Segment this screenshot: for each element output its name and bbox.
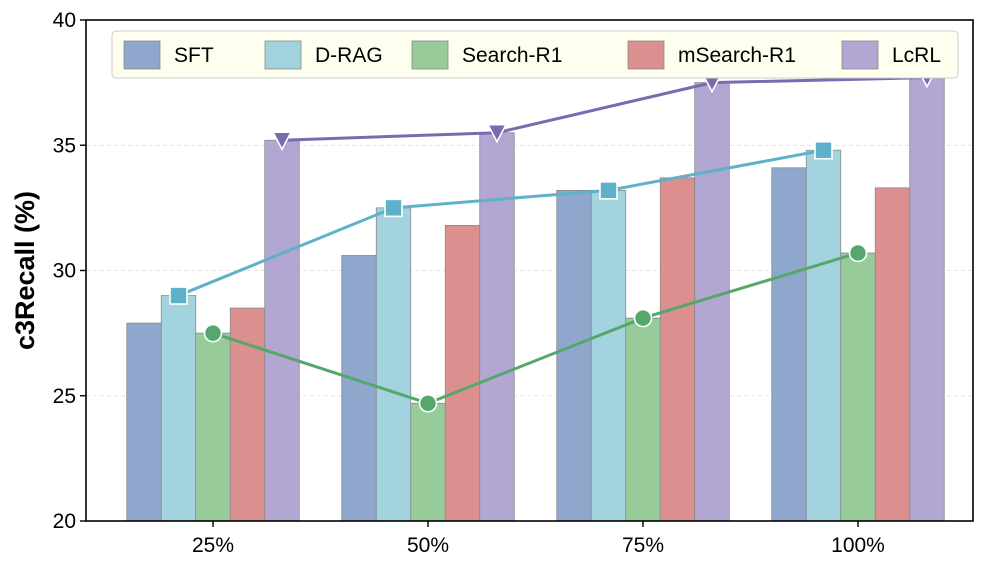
marker-search-r1-25pct [203,323,223,343]
bar-lcrl-25pct [264,139,300,522]
legend-swatch-msearch-r1 [627,40,665,70]
marker-search-r1-100pct [848,243,868,263]
legend-label-d-rag: D-RAG [315,44,383,67]
line-layer [169,68,938,413]
y-tick-label: 35 [53,134,76,157]
bar-search-r1-75pct [625,317,661,522]
bar-search-r1-100pct [840,252,876,522]
line-lcrl [281,76,928,142]
legend-swatch-sft [123,40,161,70]
marker-search-r1-50pct [418,393,438,413]
marker-d-rag-100pct [814,140,833,160]
bar-msearch-r1-100pct [874,187,911,522]
marker-d-rag-75pct [599,181,618,200]
y-tick-label: 40 [53,9,76,32]
marker-lcrl-25pct [271,131,293,151]
bar-msearch-r1-75pct [659,177,696,522]
bar-sft-50pct [341,255,377,522]
marker-search-r1-75pct [633,308,653,328]
bar-search-r1-50pct [410,402,446,522]
bar-lcrl-100pct [909,77,945,522]
bar-msearch-r1-50pct [444,225,481,522]
bar-sft-100pct [771,167,807,522]
bar-search-r1-25pct [195,332,231,522]
x-tick-label: 100% [831,534,885,557]
bar-sft-25pct [126,322,162,522]
legend-swatch-d-rag [264,40,302,70]
y-axis-label: c3Recall (%) [10,191,40,350]
y-tick-label: 30 [53,260,76,283]
x-tick-label: 75% [622,534,664,557]
marker-lcrl-50pct [486,123,508,144]
legend-swatch-lcrl [841,40,879,70]
bar-d-rag-25pct [160,295,197,522]
bar-lcrl-50pct [479,132,515,522]
legend-box [111,30,959,79]
marker-d-rag-25pct [169,286,188,305]
legend-swatch-search-r1 [411,40,449,70]
legend-label-lcrl: LcRL [892,44,941,67]
bar-d-rag-100pct [805,149,842,522]
axis-layer: 20 25 30 35 40 25% 50% 75% 100% [53,9,885,557]
y-tick-label: 25 [53,385,76,408]
line-d-rag [177,148,824,297]
x-tick-label: 25% [192,534,234,557]
bar-sft-75pct [556,189,592,522]
legend: SFT D-RAG Search-R1 mSearch-R1 LcRL [111,30,959,79]
x-tick-label: 50% [407,534,449,557]
legend-label-msearch-r1: mSearch-R1 [678,44,796,67]
y-tick-label: 20 [53,510,76,533]
legend-label-sft: SFT [174,44,214,67]
line-search-r1 [212,251,859,405]
marker-d-rag-50pct [384,198,403,218]
bar-d-rag-50pct [375,207,412,522]
bar-d-rag-75pct [590,189,627,522]
legend-label-search-r1: Search-R1 [462,44,562,67]
